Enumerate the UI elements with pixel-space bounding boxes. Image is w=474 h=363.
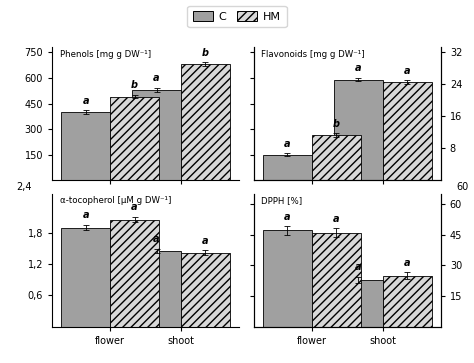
Bar (110, 97, 159, 180)
Bar (181, 253, 230, 327)
Text: b: b (333, 119, 340, 129)
Text: a: a (333, 214, 340, 224)
Bar (312, 233, 361, 327)
Legend: C, HM: C, HM (187, 5, 287, 28)
Text: α-tocopherol [μM g DW⁻¹]: α-tocopherol [μM g DW⁻¹] (60, 196, 171, 205)
Bar (312, 135, 361, 180)
Bar (132, 90, 181, 180)
Text: Flavonoids [mg g DW⁻¹]: Flavonoids [mg g DW⁻¹] (262, 50, 365, 59)
Bar (61, 112, 110, 180)
Text: a: a (153, 73, 160, 83)
Text: a: a (355, 63, 362, 73)
Bar (334, 280, 383, 327)
Text: a: a (82, 96, 89, 106)
Bar (132, 251, 181, 327)
Text: 2,4: 2,4 (17, 182, 32, 192)
Text: DPPH [%]: DPPH [%] (262, 196, 302, 205)
Text: a: a (355, 262, 362, 272)
Text: Phenols [mg g DW⁻¹]: Phenols [mg g DW⁻¹] (60, 50, 151, 59)
Text: a: a (404, 258, 410, 268)
Bar (110, 220, 159, 327)
Text: b: b (202, 48, 209, 58)
Text: a: a (82, 210, 89, 220)
Bar (263, 155, 312, 180)
Text: 60: 60 (456, 182, 469, 192)
Bar (61, 228, 110, 327)
Text: a: a (404, 66, 410, 76)
Bar (263, 231, 312, 327)
Text: a: a (202, 236, 209, 246)
Text: a: a (153, 234, 160, 244)
Bar (334, 79, 383, 180)
Text: a: a (131, 203, 138, 212)
Text: a: a (284, 139, 291, 149)
Text: b: b (131, 80, 138, 90)
Text: a: a (284, 212, 291, 222)
Bar (181, 64, 230, 180)
Bar (383, 82, 432, 180)
Bar (383, 276, 432, 327)
